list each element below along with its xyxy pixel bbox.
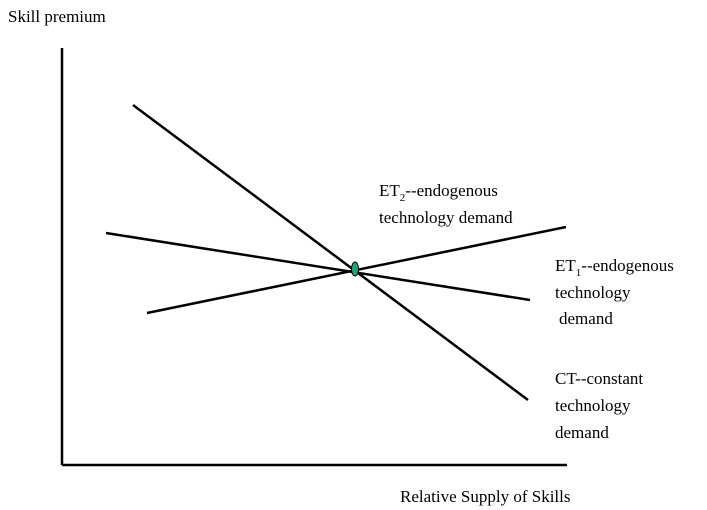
label-text: ET [555,256,576,275]
label-rest: --endogenous [581,256,674,275]
curve-label-line: demand [559,309,613,328]
curve-label-line: technology [555,283,631,302]
label-text: ET [379,181,400,200]
et1-line [105,231,531,302]
label-sub: 2 [400,192,406,204]
x-axis-label: Relative Supply of Skills [400,487,570,506]
curve-label: ET2--endogenous [379,181,498,204]
curve-label-line: technology [555,396,631,415]
y-axis-label: Skill premium [8,7,106,26]
label-rest: --endogenous [405,181,498,200]
curve-label-line: CT--constant [555,369,643,388]
curve-label-line: demand [555,423,609,442]
equilibrium-point [351,261,359,277]
curve-label-line: technology demand [379,208,513,227]
ct-line [132,103,529,402]
label-sub: 1 [576,267,582,279]
curve-label: ET1--endogenous [555,256,674,279]
